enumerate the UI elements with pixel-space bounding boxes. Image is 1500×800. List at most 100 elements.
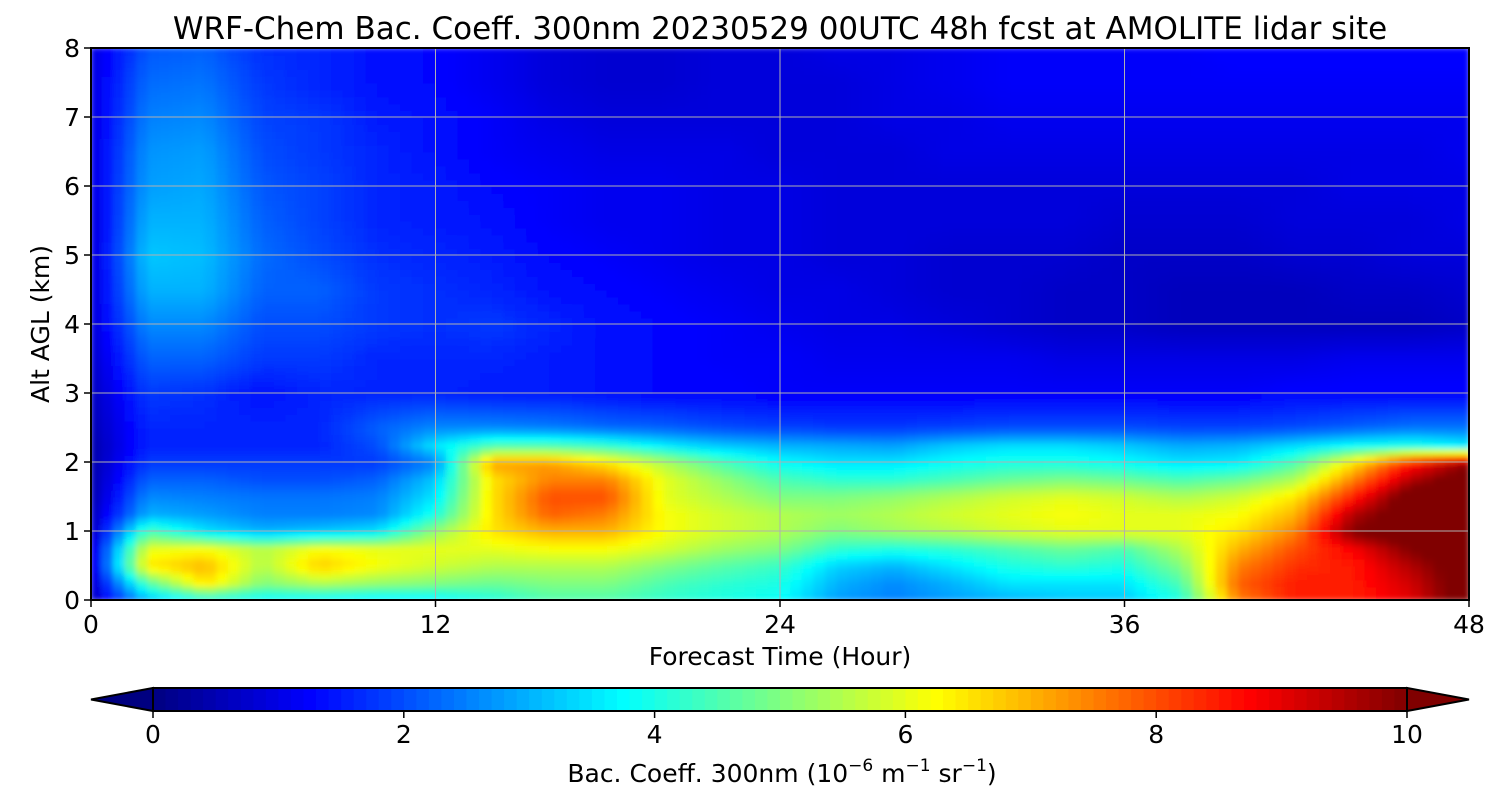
heatmap-cell xyxy=(824,467,839,477)
heatmap-cell xyxy=(331,536,345,546)
heatmap-cell xyxy=(227,419,242,429)
heatmap-cell xyxy=(779,378,793,388)
heatmap-cell xyxy=(974,316,988,325)
heatmap-cell xyxy=(1318,440,1333,450)
heatmap-cell xyxy=(572,585,586,595)
heatmap-cell xyxy=(101,543,115,553)
heatmap-cell xyxy=(1008,426,1023,436)
heatmap-cell xyxy=(1226,385,1241,394)
heatmap-cell xyxy=(583,523,598,532)
heatmap-cell xyxy=(342,343,357,353)
heatmap-cell xyxy=(928,412,942,422)
heatmap-cell xyxy=(939,419,954,429)
heatmap-cell xyxy=(204,398,219,408)
heatmap-cell xyxy=(641,592,655,600)
heatmap-cell xyxy=(928,350,942,360)
heatmap-cell xyxy=(273,557,288,567)
heatmap-cell xyxy=(262,461,276,470)
heatmap-cell xyxy=(675,371,690,381)
heatmap-cell xyxy=(1043,433,1057,443)
heatmap-cell xyxy=(1112,336,1126,346)
heatmap-cell xyxy=(733,578,747,588)
heatmap-cell xyxy=(193,426,207,436)
heatmap-cell xyxy=(480,557,494,567)
heatmap-cell xyxy=(319,488,334,498)
heatmap-cell xyxy=(1353,564,1367,574)
heatmap-cell xyxy=(733,329,747,339)
heatmap-cell xyxy=(974,385,988,394)
heatmap-cell xyxy=(1353,495,1367,505)
heatmap-cell xyxy=(491,585,506,595)
heatmap-cell xyxy=(790,530,804,539)
heatmap-cell xyxy=(514,357,529,367)
heatmap-cell xyxy=(549,578,563,588)
heatmap-cell xyxy=(239,516,253,526)
heatmap-cell xyxy=(1077,516,1092,526)
heatmap-cell xyxy=(1112,564,1126,574)
heatmap-cell xyxy=(193,371,207,381)
heatmap-cell xyxy=(1284,557,1298,567)
heatmap-cell xyxy=(652,474,667,484)
heatmap-cell xyxy=(859,329,873,339)
heatmap-cell xyxy=(480,440,494,450)
heatmap-cell xyxy=(1215,357,1229,367)
heatmap-cell xyxy=(1456,426,1469,436)
heatmap-cell xyxy=(1157,523,1172,532)
heatmap-cell xyxy=(928,530,942,539)
heatmap-cell xyxy=(756,530,770,539)
heatmap-cell xyxy=(1180,550,1195,560)
heatmap-cell xyxy=(216,412,230,422)
heatmap-cell xyxy=(1330,412,1344,422)
heatmap-cell xyxy=(790,378,804,388)
heatmap-cell xyxy=(296,440,311,450)
heatmap-cell xyxy=(813,550,827,560)
heatmap-cell xyxy=(308,509,322,519)
heatmap-cell xyxy=(928,495,942,505)
heatmap-cell xyxy=(744,392,759,401)
heatmap-cell xyxy=(893,364,908,374)
heatmap-cell xyxy=(158,523,173,532)
heatmap-cell xyxy=(514,550,529,560)
heatmap-cell xyxy=(710,309,724,319)
heatmap-cell xyxy=(652,481,667,491)
heatmap-cell xyxy=(227,585,242,595)
heatmap-cell xyxy=(411,571,426,581)
heatmap-cell xyxy=(227,571,242,581)
heatmap-cell xyxy=(618,488,632,498)
heatmap-cell xyxy=(1307,392,1321,401)
heatmap-cell xyxy=(756,447,770,457)
heatmap-cell xyxy=(1238,578,1252,588)
heatmap-cell xyxy=(170,392,184,401)
heatmap-cell xyxy=(767,585,781,595)
heatmap-cell xyxy=(1008,378,1023,388)
heatmap-cell xyxy=(216,440,230,450)
heatmap-cell xyxy=(1445,426,1459,436)
heatmap-cell xyxy=(273,488,288,498)
heatmap-cell xyxy=(1123,440,1137,450)
heatmap-cell xyxy=(1054,536,1069,546)
heatmap-cell xyxy=(1043,323,1057,332)
heatmap-cell xyxy=(629,329,644,339)
heatmap-cell xyxy=(595,502,609,512)
heatmap-cell xyxy=(859,398,873,408)
heatmap-cell xyxy=(319,385,334,394)
heatmap-cell xyxy=(928,405,942,415)
heatmap-cell xyxy=(480,378,494,388)
heatmap-cell xyxy=(813,536,827,546)
heatmap-cell xyxy=(434,502,448,512)
heatmap-cell xyxy=(1353,543,1367,553)
heatmap-cell xyxy=(675,447,690,457)
heatmap-cell xyxy=(1295,523,1310,532)
heatmap-cell xyxy=(629,378,644,388)
heatmap-cell xyxy=(1215,454,1229,463)
heatmap-cell xyxy=(985,461,1000,470)
heatmap-cell xyxy=(112,378,127,388)
heatmap-cell xyxy=(1134,585,1149,595)
heatmap-cell xyxy=(193,323,207,332)
heatmap-cell xyxy=(400,571,414,581)
heatmap-cell xyxy=(905,516,919,526)
heatmap-cell xyxy=(687,454,701,463)
heatmap-cell xyxy=(1134,405,1149,415)
heatmap-cell xyxy=(595,343,609,353)
heatmap-cell xyxy=(1422,550,1436,560)
